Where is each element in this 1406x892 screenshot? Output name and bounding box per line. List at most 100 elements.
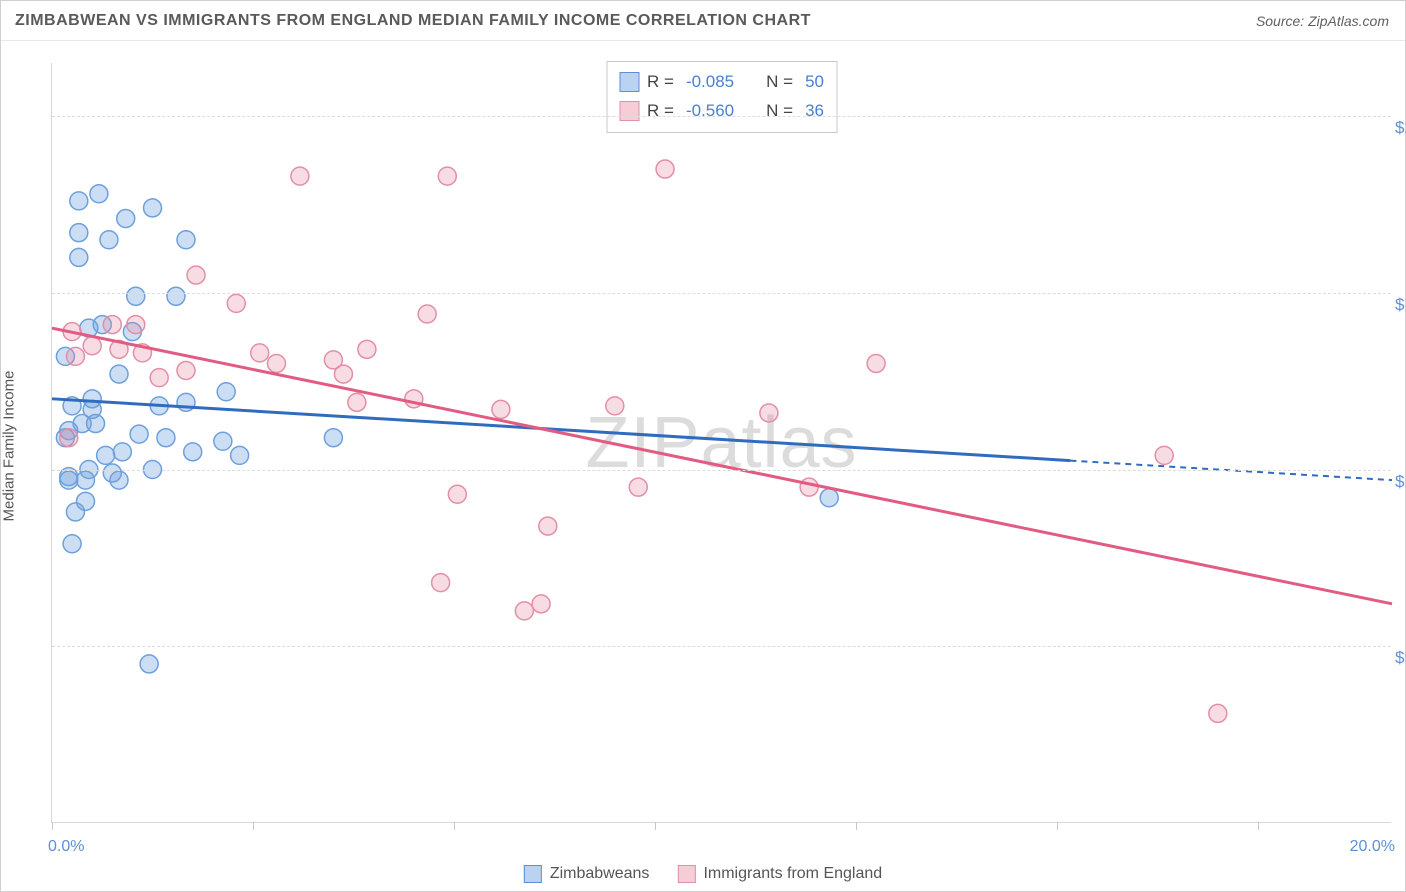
data-point [291, 167, 309, 185]
data-point [70, 248, 88, 266]
data-point [60, 429, 78, 447]
data-point [432, 574, 450, 592]
data-point [184, 443, 202, 461]
legend-row-0: R = -0.085 N = 50 [619, 68, 824, 97]
data-point [110, 365, 128, 383]
data-point [66, 347, 84, 365]
data-point [334, 365, 352, 383]
data-point [127, 287, 145, 305]
legend-swatch-1 [619, 101, 639, 121]
series-swatch-0 [524, 865, 542, 883]
data-point [418, 305, 436, 323]
x-tick [454, 822, 455, 830]
data-point [606, 397, 624, 415]
data-point [800, 478, 818, 496]
correlation-legend: R = -0.085 N = 50 R = -0.560 N = 36 [606, 61, 837, 133]
data-point [150, 369, 168, 387]
n-value-0: 50 [805, 68, 824, 97]
data-point [177, 231, 195, 249]
data-point [113, 443, 131, 461]
y-tick-label: $50,000 [1395, 648, 1406, 668]
data-point [227, 294, 245, 312]
y-tick-label: $150,000 [1395, 295, 1406, 315]
data-point [157, 429, 175, 447]
series-name-0: Zimbabweans [550, 865, 650, 883]
data-point [90, 185, 108, 203]
trend-line [52, 399, 1070, 461]
data-point [70, 224, 88, 242]
data-point [167, 287, 185, 305]
data-point [177, 362, 195, 380]
x-axis-max-label: 20.0% [1350, 838, 1395, 856]
plot-area: ZIPatlas R = -0.085 N = 50 R = -0.560 N … [51, 63, 1391, 823]
data-point [103, 316, 121, 334]
data-point [267, 354, 285, 372]
data-point [539, 517, 557, 535]
series-swatch-1 [677, 865, 695, 883]
gridline [52, 293, 1391, 294]
r-value-1: -0.560 [686, 97, 734, 126]
legend-row-1: R = -0.560 N = 36 [619, 97, 824, 126]
gridline [52, 116, 1391, 117]
x-tick [856, 822, 857, 830]
data-point [63, 535, 81, 553]
data-point [760, 404, 778, 422]
data-point [77, 492, 95, 510]
data-point [140, 655, 158, 673]
data-point [348, 393, 366, 411]
trend-line [52, 328, 1392, 604]
data-point [251, 344, 269, 362]
data-point [97, 446, 115, 464]
n-value-1: 36 [805, 97, 824, 126]
gridline [52, 646, 1391, 647]
data-point [83, 337, 101, 355]
x-tick [655, 822, 656, 830]
data-point [492, 400, 510, 418]
chart-container: ZIMBABWEAN VS IMMIGRANTS FROM ENGLAND ME… [0, 0, 1406, 892]
y-axis-label: Median Family Income [1, 371, 18, 522]
data-point [448, 485, 466, 503]
data-point [532, 595, 550, 613]
series-legend: Zimbabweans Immigrants from England [524, 865, 882, 883]
data-point [130, 425, 148, 443]
data-point [629, 478, 647, 496]
data-point [438, 167, 456, 185]
x-tick [1057, 822, 1058, 830]
data-point [117, 210, 135, 228]
data-point [214, 432, 232, 450]
x-axis-min-label: 0.0% [48, 838, 84, 856]
data-point [127, 316, 145, 334]
x-tick [52, 822, 53, 830]
title-bar: ZIMBABWEAN VS IMMIGRANTS FROM ENGLAND ME… [1, 1, 1405, 41]
scatter-svg [52, 63, 1391, 822]
data-point [324, 429, 342, 447]
data-point [820, 489, 838, 507]
chart-title: ZIMBABWEAN VS IMMIGRANTS FROM ENGLAND ME… [15, 12, 811, 30]
r-label-1: R = [647, 97, 674, 126]
n-label-0: N = [766, 68, 793, 97]
y-tick-label: $100,000 [1395, 472, 1406, 492]
n-label-1: N = [766, 97, 793, 126]
x-tick [253, 822, 254, 830]
data-point [144, 199, 162, 217]
data-point [87, 415, 105, 433]
data-point [515, 602, 533, 620]
legend-swatch-0 [619, 72, 639, 92]
series-name-1: Immigrants from England [703, 865, 882, 883]
y-tick-label: $200,000 [1395, 118, 1406, 138]
r-label-0: R = [647, 68, 674, 97]
data-point [656, 160, 674, 178]
series-legend-item-1: Immigrants from England [677, 865, 882, 883]
data-point [231, 446, 249, 464]
data-point [100, 231, 118, 249]
r-value-0: -0.085 [686, 68, 734, 97]
data-point [1209, 704, 1227, 722]
data-point [217, 383, 235, 401]
x-tick [1258, 822, 1259, 830]
source-label: Source: ZipAtlas.com [1256, 13, 1389, 29]
data-point [867, 354, 885, 372]
data-point [187, 266, 205, 284]
data-point [358, 340, 376, 358]
gridline [52, 470, 1391, 471]
data-point [1155, 446, 1173, 464]
